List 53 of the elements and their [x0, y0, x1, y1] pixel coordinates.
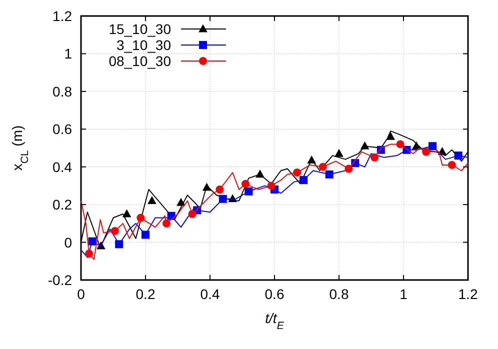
point [256, 170, 264, 178]
point [85, 250, 94, 258]
point [386, 132, 395, 140]
point [244, 187, 253, 196]
y-tick-label: 0.2 [52, 196, 72, 213]
x-tick-label: 0.8 [329, 286, 349, 302]
y-tick-label: 1 [64, 46, 72, 62]
x-tick-label: 1.2 [458, 286, 478, 302]
point [216, 185, 224, 194]
point [300, 176, 308, 184]
legend-label: 08_10_30 [108, 53, 172, 69]
y-tick-label: 1.2 [52, 8, 72, 24]
point [396, 140, 404, 148]
point [176, 198, 186, 206]
point [241, 180, 250, 188]
point [318, 162, 327, 171]
point [325, 170, 334, 178]
y-tick-label: 0.8 [52, 83, 72, 100]
x-tick-label: 0 [77, 286, 86, 302]
point [422, 148, 430, 156]
y-tick-label: -0.2 [48, 272, 72, 288]
point [360, 141, 370, 150]
point [88, 237, 96, 246]
point [115, 240, 124, 248]
point [188, 210, 196, 218]
point [370, 153, 378, 162]
x-tick-label: 0.4 [200, 286, 220, 302]
legend-label: 3_10_30 [116, 37, 172, 53]
x-axis-title: t/t$_{E}$ [265, 310, 285, 332]
point [267, 182, 276, 190]
point [136, 214, 145, 222]
point [162, 219, 170, 228]
point [344, 164, 353, 173]
point [202, 182, 212, 191]
y-tick-label: 0 [64, 234, 72, 250]
x-tick-label: 0.6 [264, 286, 284, 302]
point [218, 194, 227, 203]
point [428, 142, 437, 150]
point [142, 230, 150, 239]
point [167, 212, 176, 220]
point [334, 148, 344, 157]
point [307, 155, 316, 164]
point [110, 226, 119, 235]
point [122, 209, 132, 218]
point [454, 152, 462, 160]
point [148, 196, 156, 204]
x-tick-label: 1 [400, 286, 408, 302]
x-tick-label: 0.2 [136, 286, 156, 302]
point [293, 168, 302, 177]
point [448, 160, 456, 169]
legend-label: 15_10_30 [108, 21, 172, 37]
y-tick-label: 0.4 [52, 158, 72, 175]
y-tick-label: 0.6 [52, 121, 72, 138]
